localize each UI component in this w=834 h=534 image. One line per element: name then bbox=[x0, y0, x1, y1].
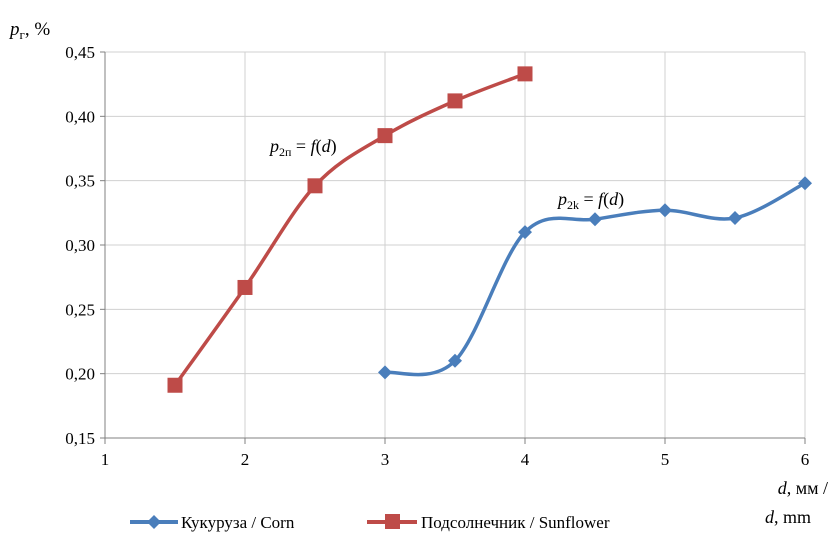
x-tick-label: 4 bbox=[521, 450, 530, 469]
x-tick-labels: 1 2 3 4 5 6 bbox=[101, 450, 810, 469]
series-1 bbox=[167, 66, 533, 393]
data-point-marker bbox=[588, 212, 602, 227]
axes bbox=[100, 51, 806, 444]
grid bbox=[105, 51, 806, 438]
y-tick-label: 0,15 bbox=[65, 429, 95, 448]
series bbox=[167, 66, 812, 393]
y-tick-label: 0,45 bbox=[65, 43, 95, 62]
data-point-marker bbox=[517, 66, 533, 82]
data-point-marker bbox=[377, 128, 393, 144]
x-tick-label: 1 bbox=[101, 450, 110, 469]
legend: Кукуруза / Corn Подсолнечник / Sunflower bbox=[130, 513, 610, 532]
y-axis-label: pг, % bbox=[8, 19, 50, 42]
legend-item-corn: Кукуруза / Corn bbox=[130, 513, 295, 532]
data-point-marker bbox=[798, 176, 812, 191]
sunflower-annotation: p2п = f(d) bbox=[268, 136, 337, 159]
legend-sunflower-marker bbox=[385, 514, 400, 529]
series-0 bbox=[378, 176, 812, 380]
legend-corn-label: Кукуруза / Corn bbox=[181, 513, 295, 532]
data-point-marker bbox=[448, 353, 462, 368]
data-point-marker bbox=[728, 210, 742, 225]
y-tick-label: 0,30 bbox=[65, 236, 95, 255]
data-point-marker bbox=[518, 225, 532, 240]
data-point-marker bbox=[658, 203, 672, 218]
series-line bbox=[173, 72, 527, 387]
x-axis-label-line1: d, мм / bbox=[778, 478, 828, 498]
x-tick-label: 6 bbox=[801, 450, 810, 469]
y-tick-label: 0,35 bbox=[65, 172, 95, 191]
y-tick-label: 0,20 bbox=[65, 365, 95, 384]
data-point-marker bbox=[237, 279, 253, 295]
legend-corn-marker bbox=[147, 515, 161, 529]
data-point-marker bbox=[307, 178, 323, 194]
y-tick-label: 0,40 bbox=[65, 107, 95, 126]
legend-sunflower-label: Подсолнечник / Sunflower bbox=[421, 513, 610, 532]
data-point-marker bbox=[378, 365, 392, 380]
y-tick-labels: 0,15 0,20 0,25 0,30 0,35 0,40 0,45 bbox=[65, 43, 95, 448]
corn-annotation: p2k = f(d) bbox=[556, 189, 624, 212]
x-tick-label: 3 bbox=[381, 450, 390, 469]
data-point-marker bbox=[167, 377, 183, 393]
y-tick-label: 0,25 bbox=[65, 300, 95, 319]
x-tick-label: 5 bbox=[661, 450, 670, 469]
x-axis-label-line2: d, mm bbox=[765, 507, 811, 527]
x-tick-label: 2 bbox=[241, 450, 250, 469]
data-point-marker bbox=[447, 93, 463, 109]
series-line bbox=[383, 181, 807, 377]
legend-item-sunflower: Подсолнечник / Sunflower bbox=[367, 513, 610, 532]
